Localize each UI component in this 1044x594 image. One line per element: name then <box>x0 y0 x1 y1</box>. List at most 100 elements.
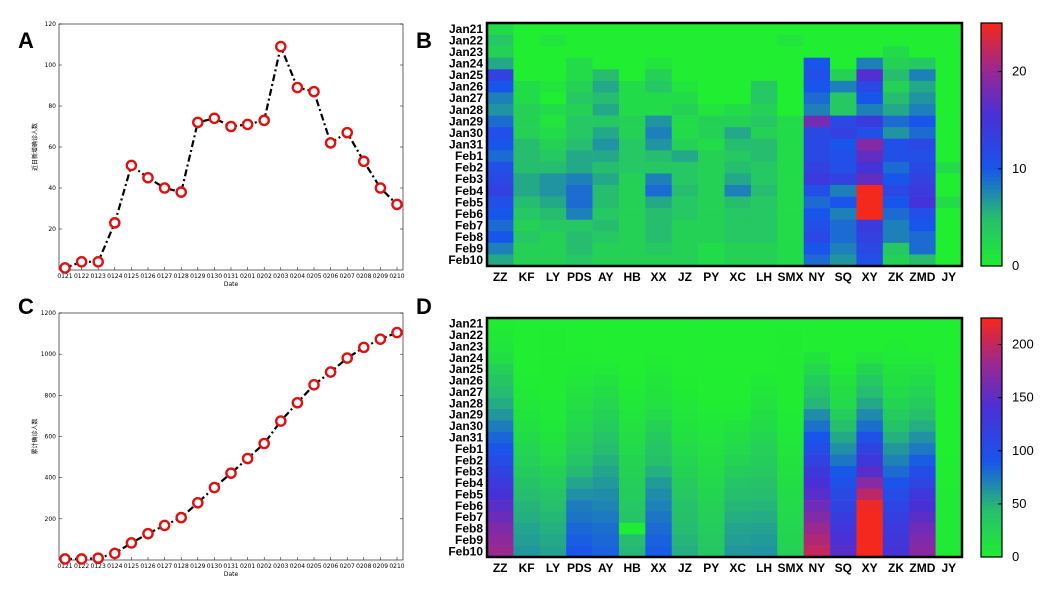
heatmap-cell <box>566 115 593 128</box>
row-label: Feb10 <box>448 544 483 558</box>
heatmap-cell <box>750 138 778 151</box>
heatmap-cell <box>539 219 567 232</box>
heatmap-cell <box>618 511 646 524</box>
colorbar-segment <box>981 445 1002 450</box>
heatmap-cell <box>698 488 725 501</box>
data-point <box>225 467 237 479</box>
heatmap-cell <box>803 46 831 59</box>
heatmap-cell <box>750 185 778 197</box>
heatmap-cell <box>856 150 884 163</box>
heatmap-cell <box>592 340 620 353</box>
colorbar-segment <box>981 160 1002 166</box>
colorbar-segment <box>981 465 1002 470</box>
x-tick-label: 0202 <box>257 273 272 280</box>
colorbar-segment <box>981 99 1002 105</box>
heatmap-cell <box>618 92 646 105</box>
heatmap-cell <box>671 254 699 267</box>
heatmap-cell <box>830 454 857 467</box>
heatmap-cell <box>592 196 620 209</box>
heatmap-cell <box>803 397 831 410</box>
heatmap-cell <box>935 318 963 330</box>
heatmap-cell <box>724 500 752 512</box>
heatmap-cell <box>803 185 831 197</box>
heatmap-cell <box>882 196 910 209</box>
row-label: Feb1 <box>455 442 483 456</box>
heatmap-cell <box>777 150 804 163</box>
colorbar-tick-label: 10 <box>1012 161 1026 176</box>
heatmap-cell <box>671 340 699 353</box>
heatmap-cell <box>513 34 541 47</box>
colorbar-segment <box>981 128 1002 133</box>
heatmap-cell <box>777 443 804 455</box>
y-axis-title: 累计确诊人数 <box>31 418 39 454</box>
colorbar-segment <box>981 333 1002 339</box>
heatmap-cell <box>777 208 804 221</box>
x-tick-label: 0210 <box>389 273 404 280</box>
heatmap-cell <box>909 115 936 128</box>
heatmap-cell <box>777 522 804 535</box>
heatmap-cell <box>750 46 778 59</box>
column-label: AY <box>598 561 614 575</box>
heatmap-cell <box>487 386 514 398</box>
data-point <box>357 155 370 168</box>
colorbar-segment <box>981 152 1002 158</box>
heatmap-cell <box>513 127 541 140</box>
heatmap-cell <box>909 488 936 501</box>
heatmap-cell <box>539 92 567 105</box>
heatmap-cell <box>909 127 936 140</box>
heatmap-cell <box>645 500 673 512</box>
colorbar-segment <box>981 413 1002 419</box>
colorbar-tick-label: 20 <box>1012 64 1026 79</box>
heatmap-cell <box>592 23 620 35</box>
heatmap-cell <box>566 46 593 59</box>
heatmap-cell <box>698 454 725 467</box>
heatmap-cell <box>724 69 752 82</box>
heatmap-cell <box>566 173 593 186</box>
heatmap-cell <box>724 138 752 151</box>
heatmap-cell <box>750 219 778 232</box>
heatmap-cell <box>566 69 593 82</box>
data-point <box>142 171 154 184</box>
heatmap-cell <box>698 127 725 140</box>
heatmap-cell <box>724 511 752 524</box>
heatmap-cell <box>645 208 673 221</box>
heatmap-cell <box>618 161 646 174</box>
heatmap-cell <box>566 352 593 364</box>
heatmap-cell <box>618 340 646 353</box>
heatmap-cell <box>935 185 963 197</box>
heatmap-cell <box>777 477 804 490</box>
heatmap-cell <box>803 173 831 186</box>
heatmap-cell <box>645 534 673 546</box>
heatmap-cell <box>724 150 752 163</box>
heatmap-cell <box>513 196 541 209</box>
heatmap-cell <box>882 397 910 410</box>
heatmap-cell <box>724 477 752 490</box>
heatmap-cell <box>777 80 804 93</box>
heatmap-cell <box>566 431 593 444</box>
heatmap-cell <box>698 477 725 490</box>
heatmap-cell <box>830 522 857 535</box>
heatmap-cell <box>724 545 752 558</box>
heatmap-cell <box>487 127 514 140</box>
heatmap-cell <box>698 363 725 376</box>
heatmap-cell <box>698 138 725 151</box>
heatmap-cell <box>803 127 831 140</box>
heatmap-cell <box>777 397 804 410</box>
heatmap-cell <box>698 254 725 267</box>
data-point <box>125 537 138 549</box>
heatmap-cell <box>566 23 593 35</box>
heatmap-cell <box>698 465 725 478</box>
heatmap-cell <box>645 254 673 267</box>
heatmap-cell <box>566 196 593 209</box>
x-tick-label: 0125 <box>124 563 139 570</box>
heatmap-cell <box>618 34 646 47</box>
heatmap-cell <box>750 208 778 221</box>
colorbar-segment <box>981 545 1002 550</box>
colorbar-segment <box>981 83 1002 89</box>
heatmap-cell <box>830 254 857 267</box>
heatmap-cell <box>803 161 831 174</box>
heatmap-cell <box>539 340 567 353</box>
heatmap-cell <box>592 443 620 455</box>
heatmap-cell <box>618 23 646 35</box>
heatmap-cell <box>592 420 620 433</box>
